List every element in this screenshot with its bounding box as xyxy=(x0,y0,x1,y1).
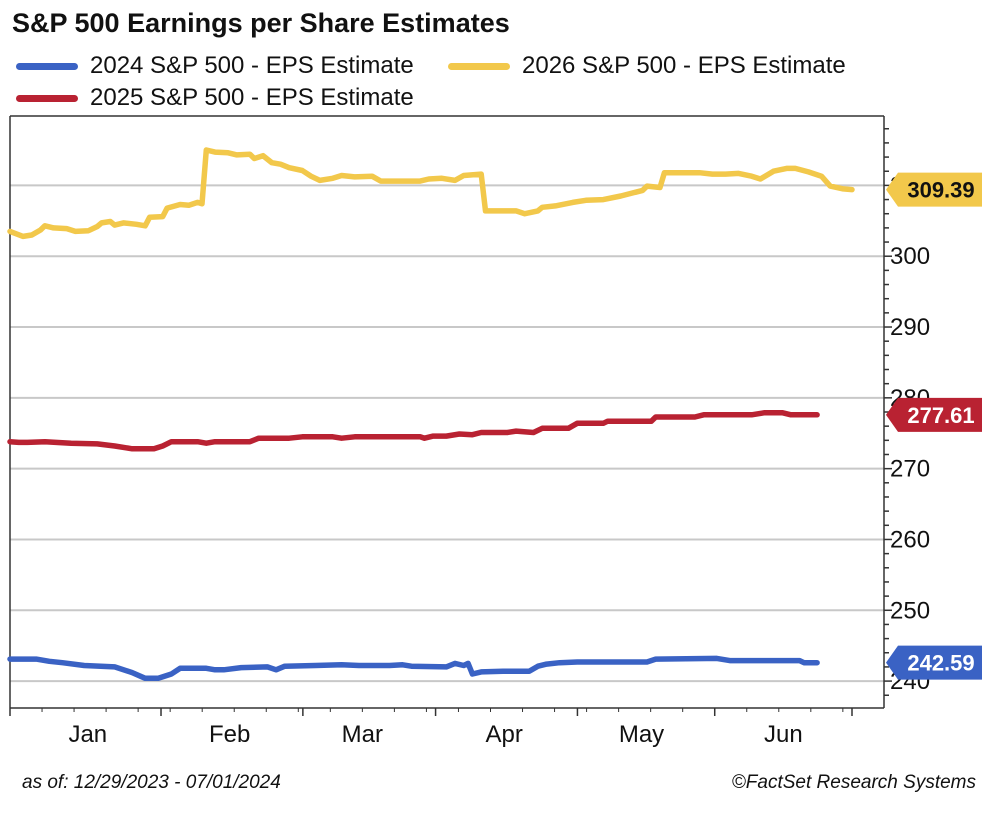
legend-item-2024: 2024 S&P 500 - EPS Estimate xyxy=(16,52,414,80)
legend-label-2025: 2025 S&P 500 - EPS Estimate xyxy=(90,84,414,111)
y-tick-label-250: 250 xyxy=(890,597,930,624)
date-range-note: as of: 12/29/2023 - 07/01/2024 xyxy=(22,772,281,793)
y-tick-label-260: 260 xyxy=(890,526,930,553)
x-tick-label-may: May xyxy=(619,721,664,748)
series-line-2024 xyxy=(7,655,820,682)
legend-swatch-2024 xyxy=(16,62,78,70)
source-credit: ©FactSet Research Systems xyxy=(731,772,976,793)
legend-item-2025: 2025 S&P 500 - EPS Estimate xyxy=(16,84,414,112)
legend-label-2026: 2026 S&P 500 - EPS Estimate xyxy=(522,52,846,79)
x-axis: Jan Feb Mar Apr May Jun xyxy=(9,708,853,748)
series-layer xyxy=(7,147,855,682)
value-tags: 242.59 277.61 309.39 xyxy=(886,172,982,680)
plot-frame xyxy=(9,115,884,709)
series-line-2026 xyxy=(7,147,855,240)
x-tick-label-mar: Mar xyxy=(342,721,383,748)
x-tick-label-jan: Jan xyxy=(68,721,107,748)
value-tag-2026 xyxy=(886,172,982,207)
legend-item-2026: 2026 S&P 500 - EPS Estimate xyxy=(448,52,846,80)
x-tick-label-apr: Apr xyxy=(486,721,523,748)
grid-layer xyxy=(10,184,884,683)
value-tag-label-2024: 242.59 xyxy=(907,651,974,676)
value-tag-2024 xyxy=(886,645,982,680)
chart-legend: 2024 S&P 500 - EPS Estimate 2026 S&P 500… xyxy=(16,52,976,116)
legend-swatch-2026 xyxy=(448,62,510,70)
x-tick-label-feb: Feb xyxy=(209,721,250,748)
chart-title: S&P 500 Earnings per Share Estimates xyxy=(12,8,510,38)
legend-swatch-2025 xyxy=(16,94,78,102)
x-tick-label-jun: Jun xyxy=(764,721,803,748)
y-tick-label-270: 270 xyxy=(890,456,930,483)
series-line-2025 xyxy=(7,409,820,452)
legend-label-2024: 2024 S&P 500 - EPS Estimate xyxy=(90,52,414,79)
y-tick-label-290: 290 xyxy=(890,314,930,341)
value-tag-label-2026: 309.39 xyxy=(907,178,974,203)
value-tag-2025 xyxy=(886,397,982,432)
y-tick-label-300: 300 xyxy=(890,243,930,270)
value-tag-label-2025: 277.61 xyxy=(907,403,974,428)
